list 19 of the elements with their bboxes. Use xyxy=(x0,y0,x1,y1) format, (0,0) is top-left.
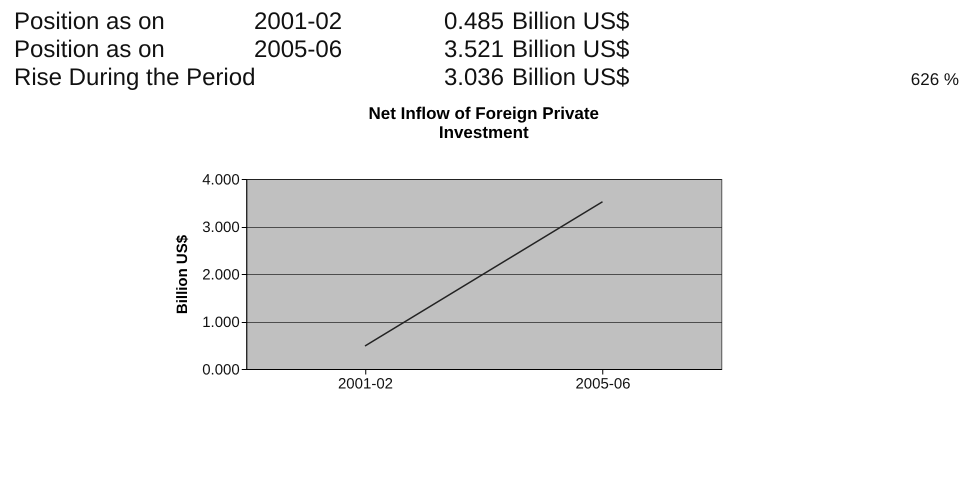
chart-title: Net Inflow of Foreign Private Investment xyxy=(368,104,599,142)
text: Position as on xyxy=(14,8,165,35)
y-tick-label: 0.000 xyxy=(202,362,240,378)
y-axis-title: Billion US$ xyxy=(174,234,192,314)
text: 2005-06 xyxy=(254,36,342,63)
text: Billion US$ xyxy=(512,64,630,91)
text: Rise During the Period xyxy=(14,64,256,91)
text: Position as on xyxy=(14,36,165,63)
text: 3.036 xyxy=(444,64,504,91)
text: Billion US$ xyxy=(512,36,630,63)
text: Billion US$ xyxy=(512,8,630,35)
y-tick-label: 4.000 xyxy=(202,172,240,188)
y-tick-label: 3.000 xyxy=(202,219,240,236)
text: 0.485 xyxy=(444,8,504,35)
text: 2001-02 xyxy=(254,8,342,35)
y-tick-label: 1.000 xyxy=(202,314,240,331)
text: 626 % xyxy=(910,70,959,89)
y-tick-label: 2.000 xyxy=(202,266,240,284)
text: 3.521 xyxy=(444,36,504,63)
